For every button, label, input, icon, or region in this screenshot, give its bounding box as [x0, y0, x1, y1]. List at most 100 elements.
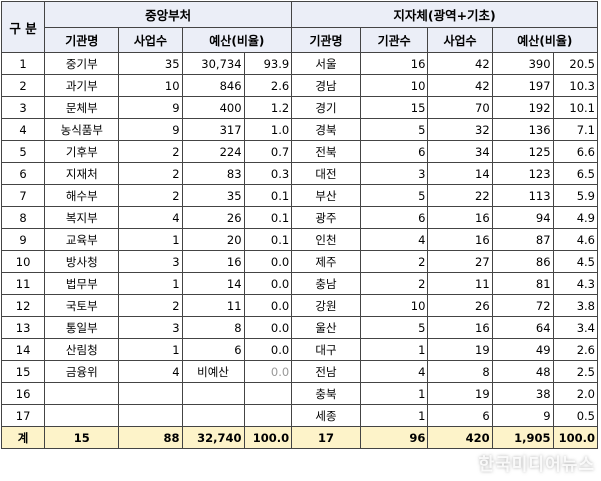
local-institutions-cell: 5	[359, 316, 429, 339]
local-ratio-cell: 3.8	[552, 294, 599, 317]
local-ratio-cell: 4.6	[552, 228, 599, 251]
row-number: 4	[0, 118, 46, 141]
central-ratio-cell: 0.0	[243, 272, 293, 295]
central-org-cell: 기후부	[44, 140, 120, 163]
row-number: 11	[0, 272, 46, 295]
central-org-cell	[44, 404, 120, 427]
table-row: 9 교육부 1 20 0.1 인천 4 16 87 4.6	[0, 228, 599, 251]
total-central-ratio: 100.0	[243, 426, 293, 449]
central-projects-cell	[118, 404, 183, 427]
total-central-projects: 88	[118, 426, 183, 449]
central-budget-cell: 30,734	[181, 52, 245, 75]
local-ratio-cell: 2.6	[552, 338, 599, 361]
col-header-local-org: 기관명	[291, 27, 361, 53]
row-number: 13	[0, 316, 46, 339]
gubun-header: 구 분	[0, 1, 46, 53]
local-projects-cell: 22	[427, 184, 493, 207]
central-ratio-cell: 0.3	[243, 162, 293, 185]
local-budget-cell: 123	[491, 162, 554, 185]
local-institutions-cell: 1	[359, 338, 429, 361]
central-projects-cell: 2	[118, 184, 183, 207]
central-org-cell: 법무부	[44, 272, 120, 295]
row-number: 1	[0, 52, 46, 75]
budget-table: 구 분 중앙부처 지자체(광역+기초) 기관명 사업수 예산(비율) 기관명 기…	[0, 1, 599, 449]
local-ratio-cell: 6.5	[552, 162, 599, 185]
local-projects-cell: 26	[427, 294, 493, 317]
local-budget-cell: 64	[491, 316, 554, 339]
local-budget-cell: 49	[491, 338, 554, 361]
local-projects-cell: 11	[427, 272, 493, 295]
central-org-cell: 금융위	[44, 360, 120, 383]
table-row: 14 산림청 1 6 0.0 대구 1 19 49 2.6	[0, 338, 599, 361]
local-institutions-cell: 4	[359, 228, 429, 251]
local-ratio-cell: 0.5	[552, 404, 599, 427]
central-budget-cell: 14	[181, 272, 245, 295]
table-row: 7 해수부 2 35 0.1 부산 5 22 113 5.9	[0, 184, 599, 207]
central-budget-cell	[181, 382, 245, 405]
central-projects-cell: 1	[118, 228, 183, 251]
local-org-cell: 경북	[291, 118, 361, 141]
local-ratio-cell: 5.9	[552, 184, 599, 207]
local-ratio-cell: 2.5	[552, 360, 599, 383]
central-budget-cell: 846	[181, 74, 245, 97]
central-budget-cell: 400	[181, 96, 245, 119]
row-number: 3	[0, 96, 46, 119]
total-row: 계 15 88 32,740 100.0 17 96 420 1,905 100.0	[0, 426, 599, 449]
local-budget-cell: 81	[491, 272, 554, 295]
central-ratio-cell: 0.0	[243, 250, 293, 273]
table-row: 2 과기부 10 846 2.6 경남 10 42 197 10.3	[0, 74, 599, 97]
local-ratio-cell: 4.3	[552, 272, 599, 295]
central-budget-cell: 비예산	[181, 360, 245, 383]
central-budget-cell: 6	[181, 338, 245, 361]
central-ratio-cell: 0.0	[243, 294, 293, 317]
central-budget-cell: 224	[181, 140, 245, 163]
local-ratio-cell: 7.1	[552, 118, 599, 141]
local-projects-cell: 70	[427, 96, 493, 119]
local-ratio-cell: 4.9	[552, 206, 599, 229]
local-org-cell: 세종	[291, 404, 361, 427]
central-ratio-cell	[243, 382, 293, 405]
local-budget-cell: 390	[491, 52, 554, 75]
local-org-cell: 울산	[291, 316, 361, 339]
local-projects-cell: 16	[427, 228, 493, 251]
table-row: 8 복지부 4 26 0.1 광주 6 16 94 4.9	[0, 206, 599, 229]
central-org-cell: 문체부	[44, 96, 120, 119]
central-projects-cell: 1	[118, 338, 183, 361]
local-org-cell: 충북	[291, 382, 361, 405]
central-budget-cell: 317	[181, 118, 245, 141]
total-central-org: 15	[44, 426, 120, 449]
local-projects-cell: 16	[427, 206, 493, 229]
central-section-header: 중앙부처	[44, 1, 293, 28]
central-budget-cell	[181, 404, 245, 427]
watermark-logo: 한국미디어뉴스	[478, 455, 595, 475]
local-org-cell: 경기	[291, 96, 361, 119]
central-projects-cell: 35	[118, 52, 183, 75]
central-ratio-cell: 93.9	[243, 52, 293, 75]
central-projects-cell: 2	[118, 162, 183, 185]
local-ratio-cell: 4.5	[552, 250, 599, 273]
central-ratio-cell: 0.0	[243, 338, 293, 361]
central-projects-cell: 9	[118, 96, 183, 119]
central-projects-cell: 4	[118, 360, 183, 383]
local-org-cell: 제주	[291, 250, 361, 273]
central-ratio-cell: 1.2	[243, 96, 293, 119]
central-projects-cell: 4	[118, 206, 183, 229]
local-institutions-cell: 5	[359, 184, 429, 207]
local-budget-cell: 86	[491, 250, 554, 273]
header-row-1: 구 분 중앙부처 지자체(광역+기초)	[0, 1, 598, 53]
local-org-cell: 부산	[291, 184, 361, 207]
local-institutions-cell: 5	[359, 118, 429, 141]
local-institutions-cell: 16	[359, 52, 429, 75]
local-org-cell: 전남	[291, 360, 361, 383]
col-header-central-budget: 예산(비율)	[181, 27, 293, 53]
total-local-budget: 1,905	[491, 426, 554, 449]
table-row: 10 방사청 3 16 0.0 제주 2 27 86 4.5	[0, 250, 599, 273]
local-institutions-cell: 10	[359, 74, 429, 97]
local-projects-cell: 16	[427, 316, 493, 339]
table-row: 11 법무부 1 14 0.0 충남 2 11 81 4.3	[0, 272, 599, 295]
central-org-cell: 산림청	[44, 338, 120, 361]
table-row: 12 국토부 2 11 0.0 강원 10 26 72 3.8	[0, 294, 599, 317]
local-projects-cell: 6	[427, 404, 493, 427]
central-org-cell: 복지부	[44, 206, 120, 229]
table-row: 13 통일부 3 8 0.0 울산 5 16 64 3.4	[0, 316, 599, 339]
